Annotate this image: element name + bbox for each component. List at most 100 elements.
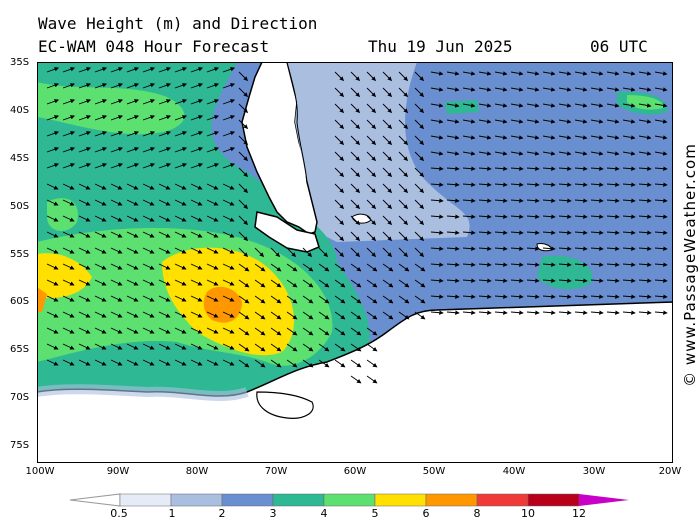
wave-arrow [574,135,588,140]
wave-arrow [126,183,139,190]
wave-arrow [46,295,59,302]
wave-arrow [110,83,124,89]
wave-arrow [638,214,652,219]
wave-arrow [398,263,410,272]
wave-arrow [222,131,236,137]
wave-arrow [462,294,476,299]
wave-arrow [110,199,123,206]
legend-high-arrow [579,494,629,506]
wave-arrow [302,247,313,258]
wave-arrow [190,131,204,137]
wave-arrow [206,115,220,121]
wave-arrow [494,310,508,315]
wave-arrow [78,115,92,121]
wave-arrow [78,279,91,286]
wave-arrow [334,295,346,304]
wave-arrow [142,343,155,350]
lon-label-50w: 50W [422,466,446,477]
wave-arrow [158,163,172,169]
wave-arrow [126,199,139,206]
wave-arrow [142,279,155,286]
wave-arrow [110,99,124,105]
wave-arrow [350,327,362,336]
wave-arrow [366,215,377,226]
wave-arrow [446,278,460,283]
wave-arrow [286,295,298,304]
wave-arrow [446,87,460,92]
wave-arrow [366,327,378,336]
wave-arrow [222,99,236,105]
wave-arrow [222,327,235,334]
wave-arrow [142,311,155,318]
legend-swatch-5 [374,493,427,507]
wave-arrow [462,103,476,108]
wave-arrow [414,103,425,114]
wave-arrow [622,151,636,156]
wave-arrow [654,198,668,203]
wave-arrow [638,135,652,140]
wave-arrow [78,327,91,334]
wave-arrow [126,327,139,334]
wave-arrow [382,263,394,272]
wave-arrow [142,231,155,238]
wave-arrow [382,103,393,114]
wave-arrow [78,311,91,318]
wave-arrow [206,343,219,350]
wave-arrow [190,67,204,73]
wave-arrow [270,359,282,368]
wave-arrow [622,103,636,108]
wave-arrow [398,183,409,194]
wave-arrow [302,359,314,368]
wave-arrow [94,215,107,222]
wave-arrow [334,215,345,226]
wave-arrow [478,262,492,267]
wave-arrow [462,262,476,267]
wave-arrow [62,131,76,137]
lat-label-55s: 55S [10,249,30,260]
wave-arrow [94,311,107,318]
wave-arrow [382,295,394,304]
wave-arrow [510,262,524,267]
wave-arrow [494,119,508,124]
wave-arrow [94,263,107,270]
wave-arrow [302,263,314,272]
wave-arrow [110,163,124,169]
legend-label-0-5: 0.5 [110,507,128,520]
wave-arrow [350,263,362,272]
wave-arrow [638,103,652,108]
wave-arrow [494,87,508,92]
wave-arrow [254,343,266,352]
wave-arrow [526,87,540,92]
wave-arrow [190,115,204,121]
wave-arrow [382,247,393,258]
wave-arrow [526,310,540,315]
wave-arrow [542,246,556,251]
wave-height-map[interactable] [37,62,673,463]
wave-arrow [590,230,604,235]
wave-arrow [446,198,460,203]
wave-arrow [126,115,140,121]
wave-arrow [46,115,60,121]
wave-arrow [110,311,123,318]
wave-arrow [398,247,409,258]
wave-arrow [62,99,76,105]
wave-arrow [414,87,425,98]
wave-arrow [622,262,636,267]
wave-arrow [590,214,604,219]
wave-arrow [382,151,393,162]
wave-arrow [222,199,235,206]
wave-arrow [622,278,636,283]
wave-arrow [190,163,204,169]
wave-arrow [286,311,298,320]
wave-arrow [270,279,282,288]
wave-arrow [158,311,171,318]
wave-arrow [510,87,524,92]
wave-zone-5-6m-west [37,253,92,298]
wave-arrow [206,279,219,286]
wave-arrow [94,295,107,302]
wave-arrow [606,182,620,187]
wave-arrow [302,343,314,352]
wave-arrow [494,230,508,235]
wave-arrow [110,295,123,302]
wave-arrow [174,327,187,334]
